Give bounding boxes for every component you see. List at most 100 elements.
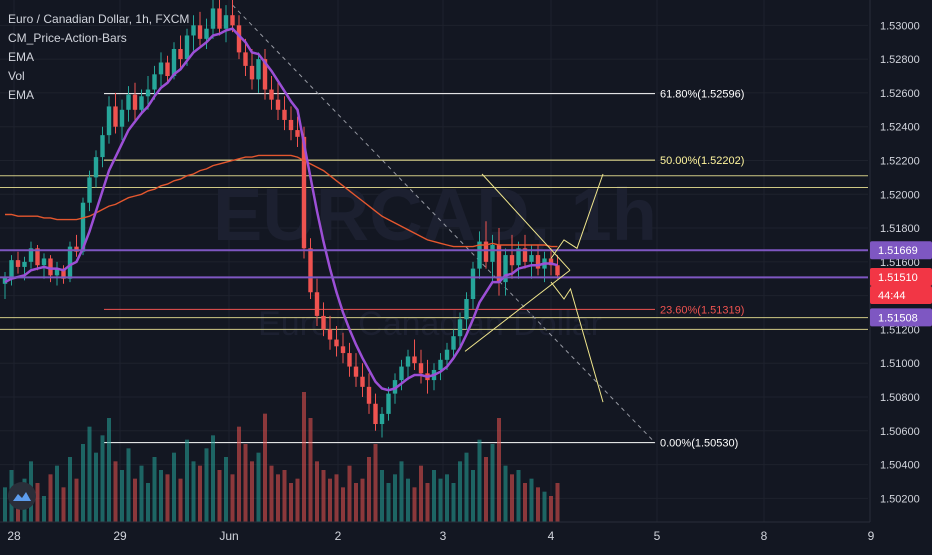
volume-bar — [165, 474, 170, 522]
fib-level-label: 61.80%(1.52596) — [660, 89, 744, 101]
volume-bar — [367, 457, 371, 522]
candle-body — [477, 241, 482, 269]
candle-body — [256, 59, 261, 80]
volume-bar — [191, 461, 196, 522]
candle-body — [48, 258, 53, 276]
candle-body — [496, 244, 502, 283]
volume-bar — [373, 444, 378, 522]
price-tick-label: 1.50400 — [880, 460, 920, 472]
candle-body — [379, 413, 385, 425]
level-price-tag: 1.51669 — [878, 245, 918, 257]
volume-bar — [425, 483, 430, 522]
price-tick-label: 1.51000 — [880, 358, 920, 370]
candle-body — [223, 15, 229, 29]
volume-bar — [510, 474, 514, 522]
chart-legend: Euro / Canadian Dollar, 1h, FXCM CM_Pric… — [8, 10, 189, 105]
tradingview-logo-icon[interactable] — [8, 482, 36, 510]
volume-bar — [243, 444, 248, 522]
candle-body — [418, 363, 424, 374]
volume-bar — [3, 487, 7, 522]
price-tick-label: 1.51800 — [880, 223, 920, 235]
volume-bar — [354, 483, 358, 522]
candle-body — [249, 65, 255, 80]
candle-body — [308, 248, 313, 293]
volume-bar — [295, 478, 300, 522]
volume-bar — [94, 452, 98, 522]
candle-body — [100, 135, 105, 158]
candle-body — [314, 292, 320, 316]
candle-body — [132, 94, 138, 110]
volume-bar — [152, 457, 157, 522]
time-tick-label: 28 — [7, 529, 21, 543]
volume-bar — [523, 483, 527, 522]
candle-body — [451, 336, 456, 350]
candle-body — [204, 28, 209, 39]
candle-body — [158, 62, 164, 75]
volume-bar — [133, 478, 137, 522]
fib-level-label: 0.00%(1.50530) — [660, 438, 738, 450]
volume-bar — [399, 461, 404, 522]
time-tick-label: 5 — [654, 529, 661, 543]
time-tick-label: 4 — [548, 529, 555, 543]
time-tick-label: 9 — [868, 529, 875, 543]
trend-line-dashed — [232, 4, 656, 443]
candle-body — [61, 268, 66, 279]
volume-bar — [360, 478, 365, 522]
legend-indicator-1[interactable]: CM_Price-Action-Bars — [8, 31, 127, 45]
volume-bar — [393, 474, 397, 522]
volume-bar — [81, 444, 85, 522]
legend-symbol[interactable]: Euro / Canadian Dollar, 1h, FXCM — [8, 12, 190, 26]
volume-bar — [471, 470, 475, 522]
volume-bar — [529, 478, 534, 522]
legend-indicator-2[interactable]: EMA — [8, 50, 35, 64]
price-tick-label: 1.51600 — [880, 257, 920, 269]
volume-bar — [263, 413, 267, 522]
candle-body — [353, 366, 359, 377]
volume-bar — [74, 478, 79, 522]
candle-body — [282, 109, 287, 120]
candle-body — [295, 130, 300, 137]
candle-body — [347, 353, 352, 367]
time-tick-label: 3 — [440, 529, 447, 543]
candle-body — [405, 356, 411, 367]
candle-body — [106, 106, 112, 136]
level-price-tag-2: 1.51508 — [878, 312, 918, 324]
candle-body — [555, 265, 560, 276]
candle-body — [191, 25, 196, 36]
candle-body — [548, 258, 554, 266]
candle-body — [444, 349, 450, 360]
volume-bar — [269, 465, 274, 522]
volume-bar — [315, 461, 319, 522]
candle-body — [230, 15, 235, 26]
candle-body — [334, 339, 339, 347]
price-tick-label: 1.50200 — [880, 493, 920, 505]
candle-body — [438, 359, 443, 370]
ema-fast-line — [4, 27, 558, 392]
candle-body — [171, 48, 177, 77]
volume-bar — [555, 483, 560, 522]
volume-bar — [172, 452, 176, 522]
candle-body — [503, 255, 508, 283]
candle-body — [152, 74, 157, 90]
volume-bar — [490, 444, 495, 522]
level-price-tag-bg — [870, 241, 932, 260]
candle-body — [93, 157, 99, 178]
volume-bar — [302, 392, 306, 522]
price-tick-label: 1.51200 — [880, 324, 920, 336]
candle-body — [54, 268, 60, 276]
legend-indicator-4[interactable]: EMA — [8, 88, 35, 102]
candle-body — [9, 260, 14, 278]
candle-body — [327, 329, 333, 340]
countdown-tag-bg — [870, 286, 932, 305]
candle-body — [236, 25, 242, 53]
volume-bar — [107, 418, 111, 522]
legend-indicator-3[interactable]: Vol — [8, 69, 25, 83]
watermark-name: Euro / Canadian Dollar — [258, 305, 602, 343]
volume-bar — [48, 474, 53, 522]
volume-bar — [445, 474, 449, 522]
volume-bar — [35, 483, 40, 522]
volume-bar — [42, 496, 46, 522]
candle-body — [210, 8, 216, 29]
